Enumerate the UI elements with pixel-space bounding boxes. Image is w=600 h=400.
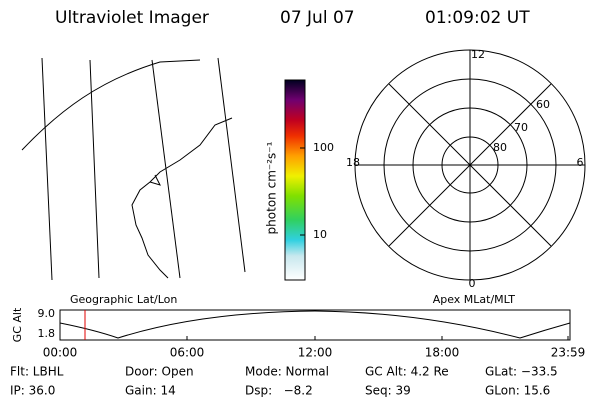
timeline-y-tick: 9.0 [38,307,56,320]
polar-grid [354,49,586,281]
timeline-y-tick: 1.8 [38,327,56,340]
timeline-left-label: Geographic Lat/Lon [70,293,177,306]
time: 01:09:02 UT [425,8,530,28]
info-field: Dsp: −8.2 [245,384,313,398]
info-field: Flt: LBHL [10,365,64,379]
colorbar [284,79,306,281]
polar-label: 18 [346,156,360,169]
timeline-box [59,309,571,341]
timeline-y-label: GC Alt [11,307,24,342]
info-field: Door: Open [125,365,194,379]
colorbar-tick-label: 10 [313,228,327,241]
polar-label: 80 [493,141,507,154]
geographic-map [21,57,246,281]
altitude-curve [59,310,571,339]
polar-label: 0 [469,277,476,290]
info-field: GLon: 15.6 [485,384,550,398]
polar-label: 12 [471,48,485,61]
timeline-right-label: Apex MLat/MLT [433,293,516,306]
timeline-x-tick: 12:00 [298,346,333,360]
title: Ultraviolet Imager [55,8,209,28]
info-field: GC Alt: 4.2 Re [365,365,449,379]
timeline-x-tick: 06:00 [170,346,205,360]
info-field: GLat: −33.5 [485,365,558,379]
timeline-x-tick: 23:59 [551,346,586,360]
info-field: IP: 36.0 [10,384,55,398]
polar-label: 70 [514,121,528,134]
info-field: Gain: 14 [125,384,176,398]
colorbar-tick-label: 100 [313,141,334,154]
info-field: Mode: Normal [245,365,329,379]
date: 07 Jul 07 [280,8,355,28]
polar-label: 60 [536,98,550,111]
info-field: Seq: 39 [365,384,411,398]
timeline-x-tick: 18:00 [425,346,460,360]
polar-label: 6 [577,156,584,169]
timeline-x-tick: 00:00 [43,346,78,360]
colorbar-label: photon cm⁻²s⁻¹ [265,141,279,234]
